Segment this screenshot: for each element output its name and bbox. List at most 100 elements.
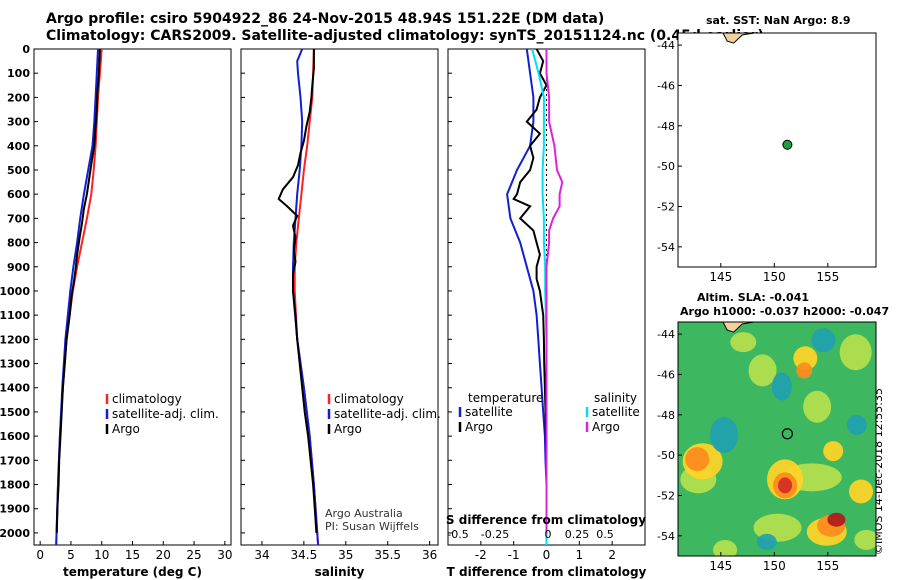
map-frame [677, 32, 877, 268]
map-lat-label: -44 [657, 328, 675, 341]
sla-patch [823, 441, 844, 462]
sla-patch [854, 529, 876, 550]
x-tick-label: 0 [543, 548, 551, 562]
float-position-marker [781, 428, 793, 440]
legend-label: Argo [465, 420, 493, 434]
map-lon-label: 145 [709, 559, 732, 573]
y-tick-label: 1700 [0, 454, 30, 467]
x-axis-label: T difference from climatology [447, 565, 647, 579]
legend-label: satellite [592, 405, 640, 419]
map-lon-label: 150 [763, 270, 786, 284]
x-axis-label: salinity [315, 565, 365, 579]
map-lat-label: -46 [657, 368, 675, 381]
x-tick-label: 10 [94, 548, 109, 562]
legend-title-salinity: salinity [594, 391, 637, 405]
map-bottom: -44 -46 -48 -50 -52 -54 145 150 155 [657, 321, 877, 573]
secondary-x-tick-label: 0.25 [565, 528, 590, 541]
x-tick-label: 25 [186, 548, 201, 562]
sla-patch [846, 414, 867, 435]
legend-label: climatology [112, 392, 182, 406]
y-tick-label: 1500 [0, 406, 30, 419]
legend-label: satellite-adj. clim. [112, 407, 219, 421]
x-tick-label: 15 [125, 548, 140, 562]
y-tick-label: 700 [7, 212, 30, 225]
map-lat-label: -48 [657, 120, 675, 133]
sla-patch [730, 332, 757, 353]
sla-patch [710, 416, 739, 453]
y-tick-label: 800 [7, 237, 30, 250]
legend-label: satellite-adj. clim. [334, 407, 441, 421]
x-tick-label: 30 [217, 548, 232, 562]
x-tick-label: 35.5 [374, 548, 401, 562]
sla-patch [839, 334, 872, 371]
legend-label: Argo [334, 422, 362, 436]
y-tick-label: 1000 [0, 285, 30, 298]
plot-frame-temperature [33, 48, 232, 546]
series-line-satellite-adj--clim- [55, 49, 99, 545]
y-tick-label: 500 [7, 164, 30, 177]
x-tick-label: -2 [475, 548, 487, 562]
legend-label: climatology [334, 392, 404, 406]
x-tick-label: -1 [508, 548, 520, 562]
legend-label: Argo [112, 422, 140, 436]
sla-patch [771, 372, 792, 401]
y-tick-label: 600 [7, 188, 30, 201]
map-lat-label: -54 [657, 241, 675, 254]
x-tick-label: 0 [36, 548, 44, 562]
sla-patch [827, 512, 846, 527]
x-tick-label: 2 [608, 548, 616, 562]
map-bottom-title-2: Argo h1000: -0.037 h2000: -0.047 [680, 305, 890, 318]
y-tick-label: 1800 [0, 479, 30, 492]
map-top-title: sat. SST: NaN Argo: 8.9 [706, 14, 851, 27]
map-frame [677, 321, 877, 557]
title-line-1: Argo profile: csiro 5904922_86 24-Nov-20… [46, 11, 605, 27]
plot-frame-salinity [240, 48, 439, 546]
map-lon-label: 150 [763, 559, 786, 573]
map-bottom-title-1: Altim. SLA: -0.041 [697, 291, 810, 304]
map-lat-label: -52 [657, 200, 675, 213]
sla-patch [811, 328, 836, 353]
sla-patch [756, 533, 777, 550]
annotation-line-2: PI: Susan Wijffels [325, 520, 419, 533]
sla-patch [685, 447, 710, 472]
map-top: -44 -46 -48 -50 -52 -54 145 150 155 [657, 32, 877, 284]
y-tick-label: 100 [7, 67, 30, 80]
y-tick-label: 0 [22, 43, 30, 56]
map-lat-label: -46 [657, 79, 675, 92]
y-tick-label: 400 [7, 140, 30, 153]
series-line-argo [55, 49, 101, 533]
secondary-x-tick-label: 0 [545, 528, 552, 541]
secondary-x-tick-label: -0.5 [447, 528, 468, 541]
sla-patch [778, 477, 793, 494]
x-tick-label: 34.5 [291, 548, 318, 562]
sla-patch [849, 479, 874, 504]
series-line-satellite-adj--clim- [292, 49, 320, 545]
title-line-2: Climatology: CARS2009. Satellite-adjuste… [46, 28, 764, 44]
x-tick-label: 35 [338, 548, 353, 562]
legend-title-temperature: temperature [468, 391, 543, 405]
y-tick-label: 1600 [0, 430, 30, 443]
x-tick-label: 5 [67, 548, 75, 562]
y-tick-label: 300 [7, 116, 30, 129]
y-tick-label: 1900 [0, 503, 30, 516]
series-line-t-satellite [506, 49, 548, 545]
sla-patch [748, 354, 777, 387]
y-tick-label: 2000 [0, 527, 30, 540]
map-lat-label: -48 [657, 409, 675, 422]
sla-patch [796, 362, 813, 379]
map-lon-label: 155 [816, 559, 839, 573]
y-tick-label: 900 [7, 261, 30, 274]
secondary-x-tick-label: 0.5 [596, 528, 614, 541]
y-tick-label: 1400 [0, 382, 30, 395]
secondary-x-axis-label: S difference from climatology [446, 513, 646, 527]
map-lon-label: 155 [816, 270, 839, 284]
legend-label: Argo [592, 420, 620, 434]
map-lat-label: -54 [657, 530, 675, 543]
series-line-s-argo [545, 49, 564, 533]
x-axis-label: temperature (deg C) [63, 565, 202, 579]
map-lon-label: 145 [709, 270, 732, 284]
map-lat-label: -44 [657, 39, 675, 52]
x-tick-label: 34 [254, 548, 269, 562]
map-lat-label: -50 [657, 449, 675, 462]
y-tick-label: 200 [7, 91, 30, 104]
